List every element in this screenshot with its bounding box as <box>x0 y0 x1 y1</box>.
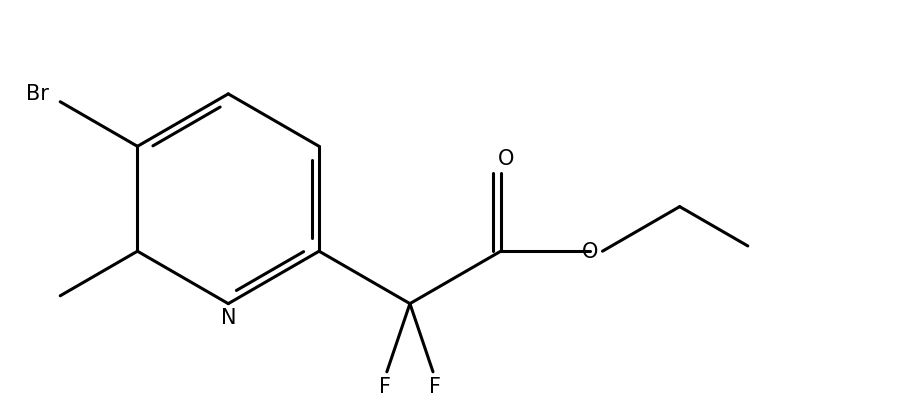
Text: O: O <box>582 242 599 262</box>
Text: N: N <box>220 308 236 328</box>
Text: O: O <box>498 148 514 169</box>
Text: F: F <box>429 377 441 396</box>
Text: Br: Br <box>26 84 49 104</box>
Text: F: F <box>379 377 391 396</box>
